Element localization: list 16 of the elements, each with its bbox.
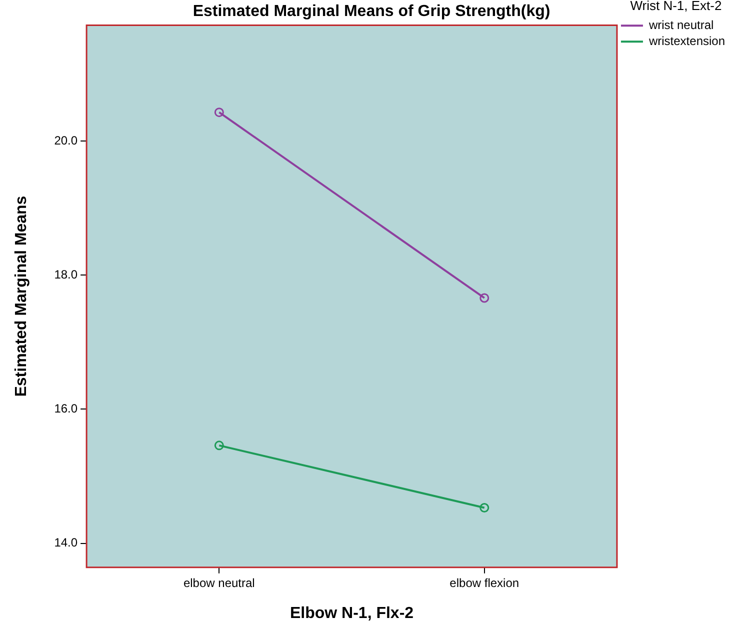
chart-title: Estimated Marginal Means of Grip Strength(kg) [192, 3, 550, 20]
x-tick-label: elbow flexion [450, 576, 520, 590]
y-tick-label: 14.0 [54, 536, 78, 550]
y-tick-label: 16.0 [54, 402, 78, 416]
point [480, 503, 490, 512]
legend-title: Wrist N-1, Ext-2 [630, 0, 722, 14]
y-tick-label: 18.0 [54, 268, 78, 282]
x-tick-label: elbow neutral [183, 576, 255, 590]
x-axis-title: Elbow N-1, Flx-2 [290, 604, 414, 622]
y-tick-label: 20.0 [54, 133, 78, 148]
point [214, 108, 224, 118]
legend-label: wristextension [648, 34, 725, 48]
y-axis-title: Estimated Marginal Means [13, 196, 30, 397]
point [214, 440, 224, 450]
point [480, 293, 490, 303]
legend-label: wrist neutral [648, 18, 714, 32]
